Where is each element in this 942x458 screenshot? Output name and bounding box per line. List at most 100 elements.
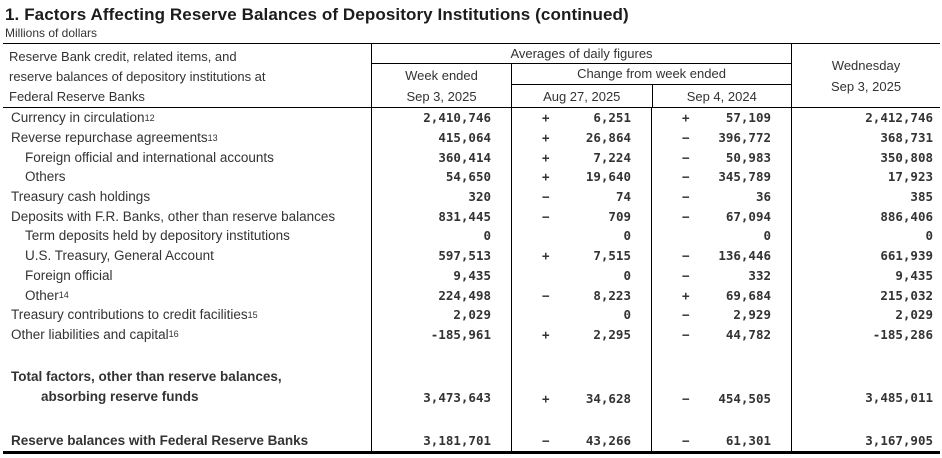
change-sep4-value: −136,446 <box>651 245 791 266</box>
week-ended-value: 415,064 <box>371 127 511 148</box>
change-sep4-value: −345,789 <box>651 167 791 187</box>
change-aug27-value: −74 <box>511 186 651 207</box>
table-row: Foreign official 9,435 0 −332 9,435 <box>3 265 940 286</box>
week-ended-value: 597,513 <box>371 245 511 266</box>
row-label: Term deposits held by depository institu… <box>25 228 290 244</box>
change-aug27-value: −709 <box>511 206 651 227</box>
stub-header: Reserve Bank credit, related items, and … <box>3 44 371 107</box>
wednesday-value: 3,485,011 <box>791 366 940 409</box>
week-ended-value: 3,181,701 <box>371 430 511 452</box>
table-header: Reserve Bank credit, related items, and … <box>3 44 940 108</box>
change-column-group: Change from week ended Aug 27, 2025 Sep … <box>511 64 791 107</box>
week-ended-value: 360,414 <box>371 147 511 168</box>
row-label: Treasury contributions to credit facilit… <box>11 307 258 323</box>
change-sep4-value: −2,929 <box>651 304 791 325</box>
wednesday-value: -185,286 <box>791 324 940 345</box>
change-sep4-value: −50,983 <box>651 147 791 168</box>
row-label: Deposits with F.R. Banks, other than res… <box>11 208 336 224</box>
wednesday-value: 17,923 <box>791 167 940 187</box>
week-ended-value: 54,650 <box>371 167 511 187</box>
change-sep4-value: −44,782 <box>651 324 791 345</box>
stub-header-line: Reserve Bank credit, related items, and <box>9 49 237 64</box>
table-row: Currency in circulation 12 2,410,746 +6,2… <box>3 108 940 128</box>
week-ended-value: 224,498 <box>371 285 511 305</box>
row-label: Currency in circulation 12 <box>11 110 155 126</box>
change-aug27-value: 0 <box>511 265 651 286</box>
row-label: Reserve balances with Federal Reserve Ba… <box>11 433 309 449</box>
change-col1-header: Aug 27, 2025 <box>543 88 621 104</box>
spacer-row <box>3 344 940 367</box>
change-aug27-value: +7,515 <box>511 245 651 266</box>
row-label: Other 14 <box>25 287 69 303</box>
wednesday-value: 350,808 <box>791 147 940 168</box>
row-label: Other liabilities and capital 16 <box>11 326 179 342</box>
table-row: Reverse repurchase agreements 13 415,064 … <box>3 127 940 148</box>
row-label: U.S. Treasury, General Account <box>25 248 214 264</box>
week-ended-value: 3,473,643 <box>371 366 511 409</box>
wednesday-value: 3,167,905 <box>791 430 940 452</box>
change-aug27-value: +19,640 <box>511 167 651 187</box>
week-ended-value: 320 <box>371 186 511 207</box>
stub-header-line: reserve balances of depository instituti… <box>9 69 266 84</box>
wednesday-value: 368,731 <box>791 127 940 148</box>
row-label: Others <box>25 169 66 185</box>
table-row: Others 54,650 +19,640 −345,789 17,923 <box>3 167 940 187</box>
units-note: Millions of dollars <box>5 26 98 40</box>
change-sep4-value: −67,094 <box>651 206 791 227</box>
wednesday-value: 0 <box>791 226 940 246</box>
wednesday-value: 2,412,746 <box>791 108 940 128</box>
wednesday-value: 2,029 <box>791 304 940 325</box>
table-row: Other liabilities and capital 16 -185,961… <box>3 324 940 345</box>
week-ended-value: -185,961 <box>371 324 511 345</box>
page-title: 1. Factors Affecting Reserve Balances of… <box>5 5 629 24</box>
change-aug27-value: −43,266 <box>511 430 651 452</box>
reserve-balances-row: Reserve balances with Federal Reserve Ba… <box>3 430 940 452</box>
row-label: Treasury cash holdings <box>11 189 151 205</box>
week-ended-header: Week ended Sep 3, 2025 <box>405 67 478 104</box>
change-aug27-value: +34,628 <box>511 366 651 409</box>
change-aug27-value: +7,224 <box>511 147 651 168</box>
table-row: Foreign official and international accou… <box>3 147 940 168</box>
change-aug27-value: 0 <box>511 304 651 325</box>
change-sep4-value: +69,684 <box>651 285 791 305</box>
averages-title: Averages of daily figures <box>372 44 791 64</box>
change-aug27-value: 0 <box>511 226 651 246</box>
wednesday-header: Wednesday Sep 3, 2025 <box>791 44 940 107</box>
table-row: Treasury contributions to credit facilit… <box>3 304 940 325</box>
change-col2-header: Sep 4, 2024 <box>651 85 792 107</box>
week-ended-value: 2,410,746 <box>371 108 511 128</box>
wednesday-value: 385 <box>791 186 940 207</box>
wednesday-value: 9,435 <box>791 265 940 286</box>
week-ended-value: 0 <box>371 226 511 246</box>
change-sep4-value: −61,301 <box>651 430 791 452</box>
week-ended-value: 831,445 <box>371 206 511 227</box>
change-aug27-value: +26,864 <box>511 127 651 148</box>
row-label: Reverse repurchase agreements 13 <box>11 130 218 146</box>
stub-header-line: Federal Reserve Banks <box>9 89 145 104</box>
wednesday-value: 886,406 <box>791 206 940 227</box>
row-label: Total factors, other than reserve balanc… <box>11 369 282 405</box>
table-row: Term deposits held by depository institu… <box>3 226 940 246</box>
change-sep4-value: −454,505 <box>651 366 791 409</box>
change-sep4-value: −36 <box>651 186 791 207</box>
table-row: U.S. Treasury, General Account 597,513 +… <box>3 245 940 266</box>
averages-column-group: Averages of daily figures Week ended Sep… <box>371 44 791 107</box>
week-ended-value: 2,029 <box>371 304 511 325</box>
row-label: Foreign official and international accou… <box>25 149 274 165</box>
week-ended-value: 9,435 <box>371 265 511 286</box>
wednesday-value: 661,939 <box>791 245 940 266</box>
change-aug27-value: +2,295 <box>511 324 651 345</box>
change-sep4-value: 0 <box>651 226 791 246</box>
table-row: Deposits with F.R. Banks, other than res… <box>3 206 940 227</box>
change-sep4-value: +57,109 <box>651 108 791 128</box>
change-aug27-value: +6,251 <box>511 108 651 128</box>
wednesday-value: 215,032 <box>791 285 940 305</box>
row-label: Foreign official <box>25 267 113 283</box>
total-factors-row: Total factors, other than reserve balanc… <box>3 366 940 409</box>
change-title: Change from week ended <box>512 64 791 85</box>
change-aug27-value: −8,223 <box>511 285 651 305</box>
table-row: Treasury cash holdings 320 −74 −36 385 <box>3 186 940 207</box>
change-sep4-value: −396,772 <box>651 127 791 148</box>
spacer-row <box>3 408 940 431</box>
